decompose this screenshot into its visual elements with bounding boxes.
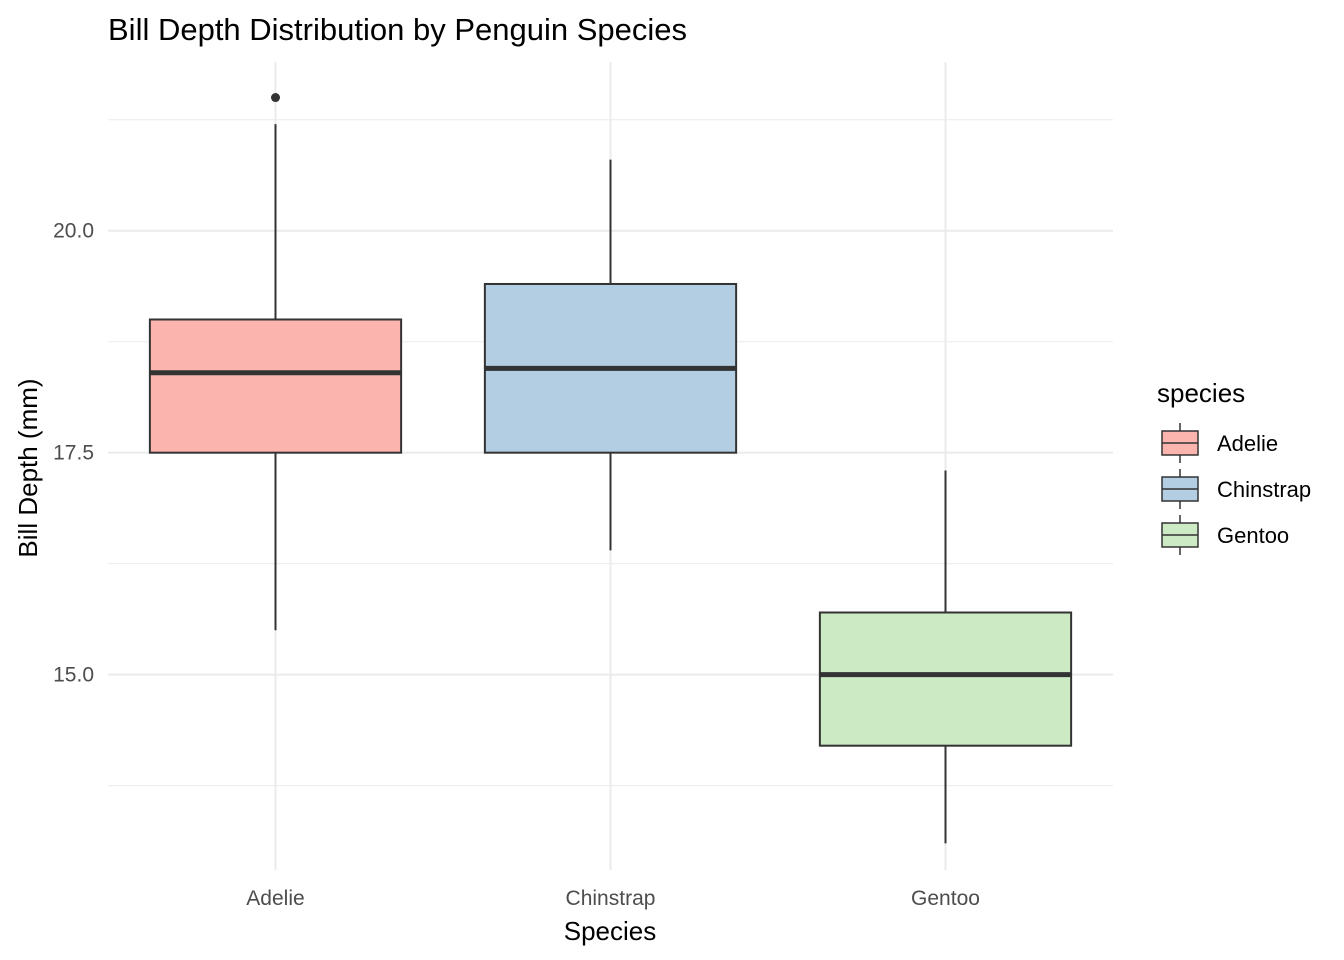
iqr-box (818, 611, 1073, 747)
legend-label: Gentoo (1217, 523, 1289, 548)
x-axis-ticks: Adelie Chinstrap Gentoo (246, 887, 980, 910)
legend-item-gentoo: Gentoo (1161, 515, 1289, 555)
outlier-point (271, 93, 280, 103)
box-chinstrap (483, 159, 738, 551)
legend-label: Adelie (1217, 431, 1278, 456)
legend-item-adelie: Adelie (1161, 423, 1278, 463)
x-axis-title: Species (564, 916, 657, 946)
x-tick-label: Adelie (246, 887, 304, 910)
legend-entries: Adelie Chinstrap Gentoo (1161, 423, 1311, 555)
box-adelie (148, 93, 403, 631)
legend-title: species (1157, 378, 1245, 408)
legend-label: Chinstrap (1217, 477, 1311, 502)
y-axis-ticks: 15.0 17.5 20.0 (53, 220, 94, 687)
box-layer (148, 93, 1073, 844)
y-tick-label: 17.5 (53, 442, 94, 465)
x-tick-label: Chinstrap (566, 887, 656, 910)
iqr-box (148, 318, 403, 454)
legend-item-chinstrap: Chinstrap (1161, 469, 1311, 509)
y-tick-label: 15.0 (53, 664, 94, 687)
x-tick-label: Gentoo (911, 887, 980, 910)
box-gentoo (818, 470, 1073, 844)
chart-title: Bill Depth Distribution by Penguin Speci… (108, 12, 687, 47)
y-tick-label: 20.0 (53, 220, 94, 243)
y-axis-title: Bill Depth (mm) (13, 378, 43, 557)
legend: species Adelie Chinstrap Gentoo (1157, 378, 1311, 555)
